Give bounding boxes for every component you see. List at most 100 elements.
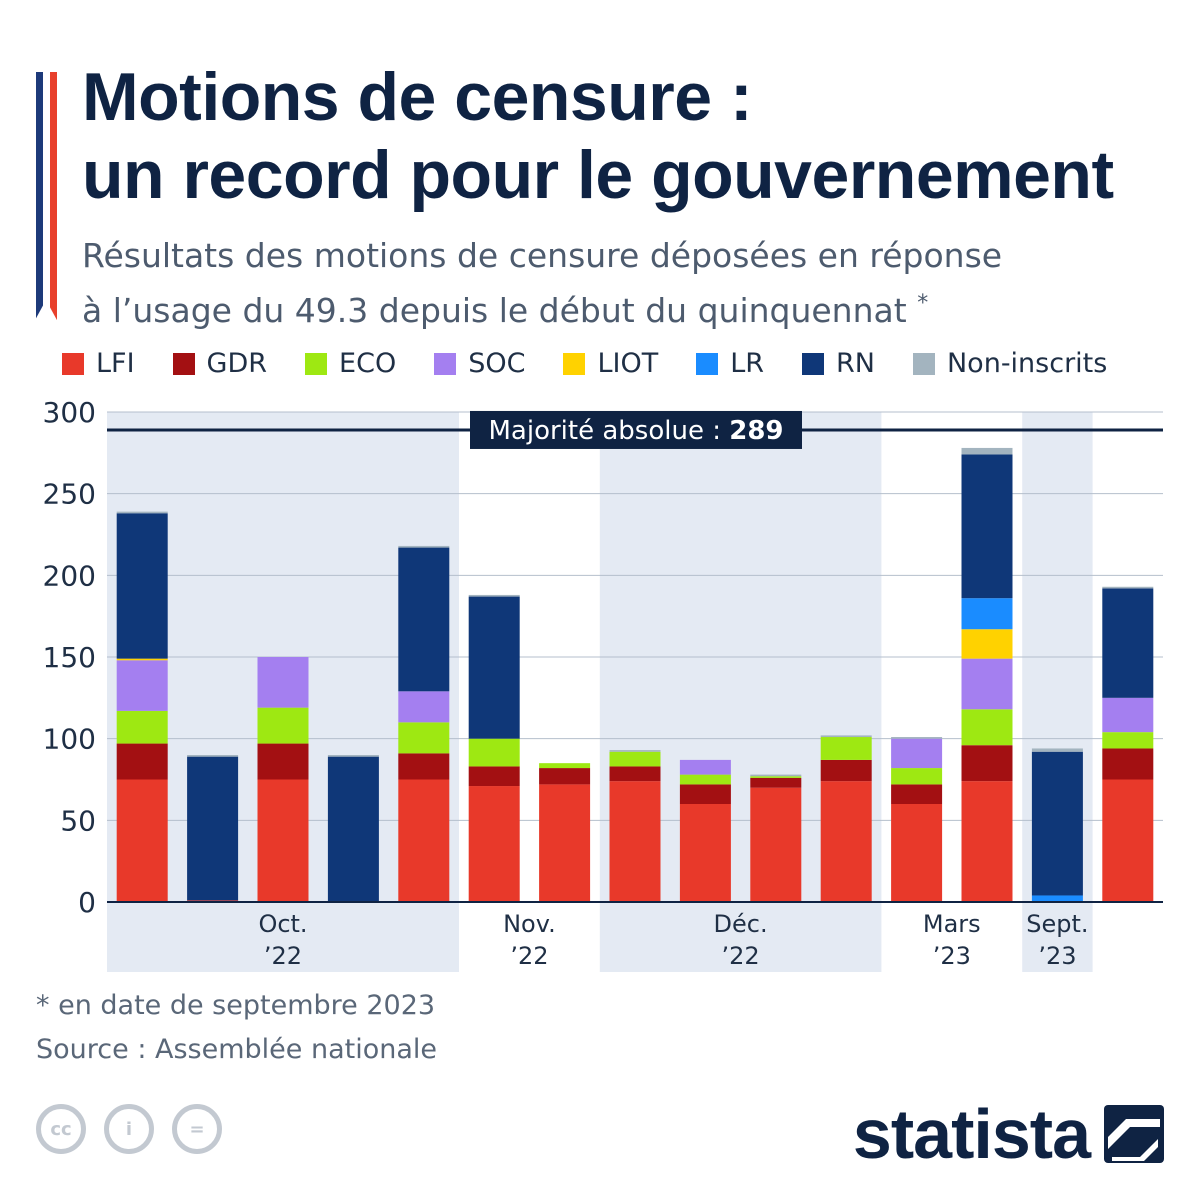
y-tick-label: 250	[43, 478, 96, 511]
by-icon[interactable]: i	[104, 1104, 154, 1154]
legend-swatch	[912, 352, 935, 375]
brand-wordmark: statista	[852, 1095, 1091, 1173]
legend-item-eco: ECO	[305, 348, 396, 379]
bar-segment-eco	[116, 710, 168, 744]
legend-label: Non-inscrits	[946, 348, 1108, 379]
y-tick-label: 300	[43, 396, 96, 429]
bar-segment-soc	[1102, 697, 1154, 733]
x-tick-label: ’23	[1038, 942, 1076, 970]
flag-stripe-blue	[36, 72, 43, 320]
majority-label-value: 289	[729, 416, 783, 446]
bar-segment-non-inscrits	[327, 755, 379, 757]
bar-segment-gdr	[820, 759, 872, 782]
bar-segment-lfi	[398, 779, 450, 902]
bar-segment-rn	[398, 547, 450, 692]
x-tick-label: ’22	[510, 942, 548, 970]
bar-segment-non-inscrits	[750, 774, 802, 777]
title-line-2: un record pour le gouvernement	[82, 137, 1114, 213]
y-tick-label: 0	[78, 886, 96, 919]
bar-segment-gdr	[750, 777, 802, 788]
chart-legend: LFI GDR ECO SOC LIOT LR RN Non-inscrits	[62, 348, 1145, 379]
majority-label: Majorité absolue : 289	[488, 416, 783, 446]
x-tick-label: Déc.	[714, 910, 768, 938]
bar-segment-lfi	[1102, 779, 1154, 902]
bar-segment-lfi	[468, 786, 520, 902]
stacked-bar-chart: Oct. ’22 Nov. ’22 Déc. ’22 Mars ’23 Sept. ’23 0 50 1…	[43, 396, 1163, 972]
bar-segment-soc	[891, 738, 943, 769]
bar-segment-gdr	[539, 768, 591, 785]
flag-notch	[34, 300, 58, 322]
bar-segment-lfi	[679, 804, 731, 902]
bar-segment-eco	[539, 763, 591, 769]
bar-segment-soc	[398, 691, 450, 723]
x-tick-label: Mars	[923, 910, 981, 938]
y-tick-label: 50	[60, 804, 96, 837]
bar-segment-gdr	[257, 743, 309, 780]
legend-swatch	[434, 352, 457, 375]
bar-segment-eco	[257, 707, 309, 744]
bar-segment-eco	[679, 774, 731, 785]
statista-logo-icon	[1104, 1105, 1164, 1163]
bar-segment-non-inscrits	[609, 750, 661, 752]
bar-segment-lfi	[539, 784, 591, 902]
bar-segment-liot	[116, 658, 168, 661]
bar-segment-non-inscrits	[820, 735, 872, 738]
legend-label: LIOT	[597, 348, 659, 379]
bar-segment-non-inscrits	[961, 447, 1013, 455]
bar-segment-gdr	[116, 743, 168, 780]
bar-segment-soc	[961, 658, 1013, 710]
y-tick-label: 100	[43, 723, 96, 756]
bar-segment-lfi	[961, 781, 1013, 902]
bar-segment-eco	[398, 722, 450, 754]
bar-segment-gdr	[891, 784, 943, 804]
bar-segment-eco	[961, 709, 1013, 746]
bar-segment-lfi	[116, 779, 168, 902]
subtitle-line-1: Résultats des motions de censure déposée…	[82, 236, 1003, 275]
legend-swatch	[305, 352, 328, 375]
bar-segment-non-inscrits	[1102, 586, 1154, 589]
legend-item-gdr: GDR	[172, 348, 268, 379]
majority-label-box	[470, 410, 802, 449]
bar-segment-lfi	[891, 804, 943, 902]
legend-label: GDR	[206, 348, 268, 379]
legend-label: ECO	[339, 348, 397, 379]
legend-swatch	[62, 352, 84, 375]
bar-segment-gdr	[1102, 748, 1154, 780]
x-tick-label: Nov.	[503, 910, 556, 938]
cc-icon[interactable]: cc	[36, 1104, 86, 1154]
x-tick-label: ’23	[933, 942, 971, 970]
bar-segment-gdr	[468, 766, 520, 787]
legend-item-lr: LR	[696, 348, 764, 379]
legend-label: LFI	[96, 348, 135, 379]
nd-icon[interactable]: =	[172, 1104, 222, 1154]
y-tick-label: 150	[43, 641, 96, 674]
legend-swatch	[696, 352, 719, 375]
subtitle-footnote-mark: *	[917, 291, 929, 316]
bar-segment-non-inscrits	[116, 511, 168, 514]
flag-stripe-red	[50, 72, 57, 320]
subtitle-line-2: à l’usage du 49.3 depuis le début du qui…	[82, 291, 907, 330]
bar-segment-rn	[327, 756, 379, 902]
statista-brand[interactable]: statista	[853, 1094, 1164, 1174]
bar-segment-soc	[679, 759, 731, 775]
bar-segment-rn	[468, 596, 520, 739]
bar-segment-eco	[820, 737, 872, 760]
x-tick-label: ’22	[722, 942, 760, 970]
legend-item-non-inscrits: Non-inscrits	[912, 348, 1108, 379]
bar-segment-lfi	[820, 781, 872, 902]
flag-stripe-white	[43, 72, 50, 320]
bar-segment-non-inscrits	[1031, 748, 1083, 752]
bar-segment-non-inscrits	[891, 737, 943, 739]
legend-item-soc: SOC	[434, 348, 525, 379]
license-icons: cc i =	[36, 1104, 240, 1154]
bar-segment-lr	[1031, 895, 1083, 902]
title-line-1: Motions de censure :	[82, 59, 753, 135]
bar-segment-rn	[116, 513, 168, 659]
footnote: * en date de septembre 2023	[36, 990, 436, 1021]
legend-label: SOC	[468, 348, 526, 379]
bar-segment-gdr	[679, 784, 731, 804]
bar-segment-rn	[961, 454, 1013, 599]
bar-segment-eco	[1102, 732, 1154, 749]
source-line: Source : Assemblée nationale	[36, 1034, 437, 1065]
x-tick-label: Sept.	[1026, 910, 1088, 938]
